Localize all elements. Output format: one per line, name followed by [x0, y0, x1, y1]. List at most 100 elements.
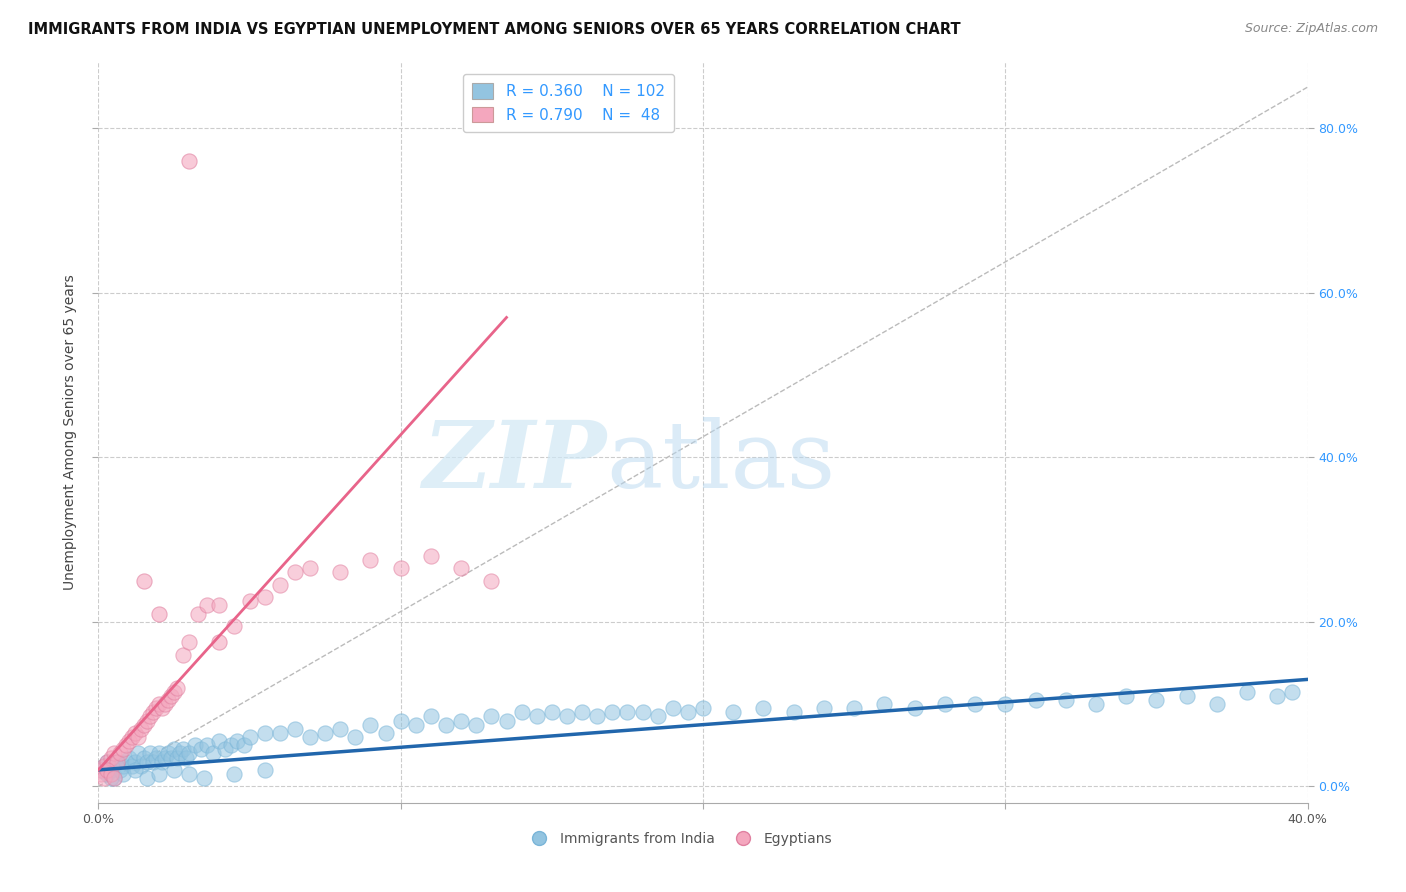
- Point: [420, 709, 443, 723]
- Point: [124, 763, 146, 777]
- Point: [647, 709, 669, 723]
- Point: [179, 767, 201, 781]
- Point: [540, 706, 562, 720]
- Point: [226, 734, 249, 748]
- Point: [127, 747, 149, 761]
- Point: [253, 726, 276, 740]
- Point: [163, 742, 186, 756]
- Point: [221, 738, 243, 752]
- Point: [783, 706, 806, 720]
- Point: [160, 689, 183, 703]
- Point: [105, 755, 128, 769]
- Point: [148, 607, 170, 621]
- Point: [172, 648, 194, 662]
- Point: [299, 561, 322, 575]
- Point: [224, 767, 246, 781]
- Point: [676, 706, 699, 720]
- Point: [253, 590, 276, 604]
- Point: [124, 726, 146, 740]
- Point: [142, 755, 165, 769]
- Legend: Immigrants from India, Egyptians: Immigrants from India, Egyptians: [520, 826, 838, 851]
- Point: [93, 758, 115, 772]
- Point: [269, 578, 291, 592]
- Point: [142, 706, 165, 720]
- Point: [994, 697, 1017, 711]
- Point: [208, 734, 231, 748]
- Point: [661, 701, 683, 715]
- Point: [314, 726, 336, 740]
- Point: [135, 755, 157, 769]
- Point: [195, 738, 218, 752]
- Point: [90, 763, 112, 777]
- Point: [214, 742, 236, 756]
- Point: [111, 767, 134, 781]
- Point: [172, 742, 194, 756]
- Point: [360, 553, 382, 567]
- Point: [1085, 697, 1108, 711]
- Point: [752, 701, 775, 715]
- Point: [156, 693, 179, 707]
- Point: [148, 747, 170, 761]
- Point: [253, 763, 276, 777]
- Point: [129, 758, 152, 772]
- Point: [374, 726, 396, 740]
- Point: [450, 561, 472, 575]
- Point: [1024, 693, 1046, 707]
- Point: [284, 566, 307, 580]
- Point: [103, 758, 125, 772]
- Point: [232, 738, 254, 752]
- Text: Source: ZipAtlas.com: Source: ZipAtlas.com: [1244, 22, 1378, 36]
- Point: [145, 750, 167, 764]
- Point: [904, 701, 927, 715]
- Point: [90, 763, 112, 777]
- Point: [129, 722, 152, 736]
- Point: [114, 738, 136, 752]
- Point: [465, 717, 488, 731]
- Point: [631, 706, 654, 720]
- Point: [100, 750, 122, 764]
- Point: [156, 747, 179, 761]
- Point: [405, 717, 427, 731]
- Point: [100, 771, 122, 785]
- Point: [118, 750, 141, 764]
- Point: [166, 750, 188, 764]
- Point: [184, 738, 207, 752]
- Point: [420, 549, 443, 563]
- Point: [269, 726, 291, 740]
- Point: [108, 747, 131, 761]
- Point: [179, 747, 201, 761]
- Point: [100, 763, 122, 777]
- Point: [103, 771, 125, 785]
- Point: [174, 750, 197, 764]
- Point: [96, 755, 118, 769]
- Point: [329, 722, 352, 736]
- Point: [873, 697, 896, 711]
- Point: [1281, 685, 1303, 699]
- Point: [193, 771, 215, 785]
- Point: [965, 697, 987, 711]
- Point: [132, 574, 155, 588]
- Point: [139, 709, 162, 723]
- Y-axis label: Unemployment Among Seniors over 65 years: Unemployment Among Seniors over 65 years: [63, 275, 77, 591]
- Point: [389, 714, 412, 728]
- Point: [434, 717, 457, 731]
- Point: [108, 763, 131, 777]
- Point: [187, 607, 209, 621]
- Point: [93, 771, 115, 785]
- Point: [163, 685, 186, 699]
- Point: [96, 767, 118, 781]
- Point: [132, 750, 155, 764]
- Point: [586, 709, 609, 723]
- Point: [481, 709, 503, 723]
- Point: [555, 709, 578, 723]
- Point: [481, 574, 503, 588]
- Point: [135, 714, 157, 728]
- Point: [224, 619, 246, 633]
- Point: [284, 722, 307, 736]
- Point: [616, 706, 638, 720]
- Point: [169, 747, 191, 761]
- Point: [150, 701, 173, 715]
- Point: [153, 750, 176, 764]
- Point: [103, 771, 125, 785]
- Point: [510, 706, 533, 720]
